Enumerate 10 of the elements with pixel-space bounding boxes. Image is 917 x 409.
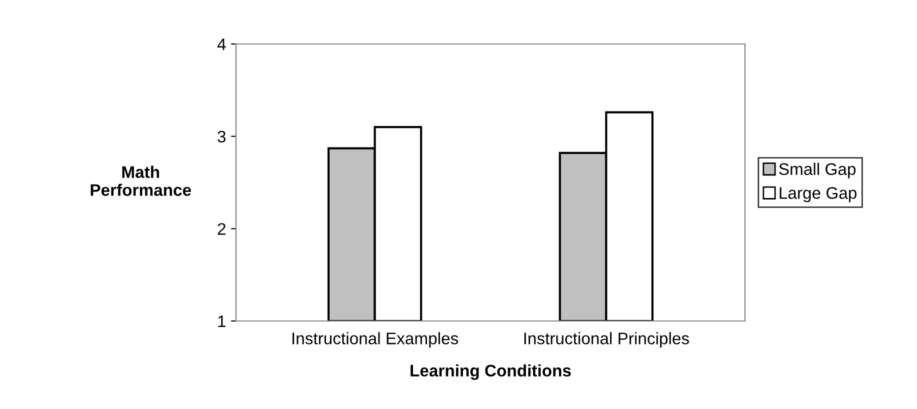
y-tick-label: 3: [218, 130, 226, 143]
legend-label: Large Gap: [780, 187, 856, 202]
y-tick-label: 4: [217, 38, 226, 50]
x-tick-label: Instructional Principles: [524, 332, 689, 348]
y-axis-title: Math Performance: [90, 166, 191, 196]
legend-label: Small Gap: [779, 162, 856, 178]
y-tick-label: 1: [218, 316, 226, 328]
x-axis-title: Learning Conditions: [410, 364, 571, 380]
y-tick-label: 2: [218, 223, 226, 235]
x-tick-label: Instructional Examples: [292, 332, 458, 348]
